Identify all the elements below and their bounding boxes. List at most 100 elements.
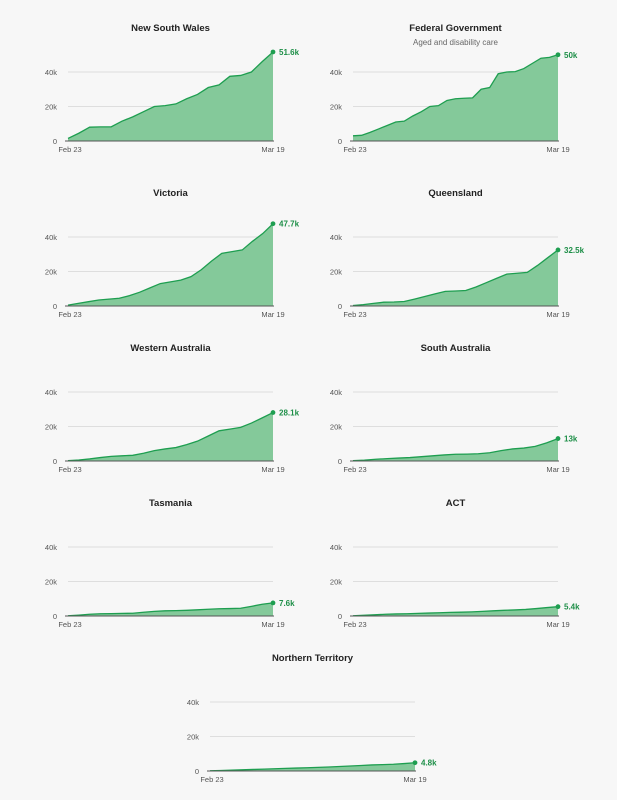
end-point <box>270 410 276 415</box>
end-value-label: 47.7k <box>279 220 300 229</box>
y-tick-label: 40k <box>330 233 342 242</box>
y-tick-label: 20k <box>330 423 342 432</box>
end-value-label: 5.4k <box>564 603 580 612</box>
x-tick-label: Feb 23 <box>200 775 223 784</box>
x-tick-label: Feb 23 <box>343 310 366 319</box>
y-tick-label: 40k <box>187 698 199 707</box>
area-series <box>353 606 558 616</box>
area-chart: New South Wales 0 20k 40k Feb 23 Mar 19 51.6k <box>45 23 300 154</box>
area-series <box>68 51 273 141</box>
area-chart: Queensland 0 20k 40k Feb 23 Mar 19 32.5k <box>330 188 585 319</box>
chart-panel: Northern Territory 0 20k 40k Feb 23 Mar 19 4.8… <box>172 630 437 795</box>
area-series <box>68 602 273 616</box>
end-value-label: 50k <box>564 51 578 60</box>
x-tick-label: Mar 19 <box>261 465 284 474</box>
area-series <box>68 223 273 306</box>
y-tick-label: 40k <box>330 388 342 397</box>
y-tick-label: 0 <box>53 137 57 146</box>
x-tick-label: Feb 23 <box>58 310 81 319</box>
end-value-label: 13k <box>564 435 578 444</box>
chart-title: Victoria <box>153 188 188 199</box>
area-series <box>353 54 558 141</box>
y-tick-label: 0 <box>338 137 342 146</box>
x-tick-label: Mar 19 <box>546 310 569 319</box>
end-point <box>412 760 418 766</box>
y-tick-label: 20k <box>330 103 342 112</box>
end-point <box>555 52 561 58</box>
chart-panel: Tasmania 0 20k 40k Feb 23 Mar 19 7.6k <box>30 475 295 640</box>
x-tick-label: Feb 23 <box>58 145 81 154</box>
x-tick-label: Mar 19 <box>261 145 284 154</box>
end-point <box>270 221 276 227</box>
x-tick-label: Feb 23 <box>58 465 81 474</box>
series-line <box>67 602 274 617</box>
y-tick-label: 40k <box>330 543 342 552</box>
y-tick-label: 0 <box>338 457 342 466</box>
series-line <box>352 249 559 307</box>
chart-panel: South Australia 0 20k 40k Feb 23 Mar 19 13k <box>315 320 578 485</box>
x-tick-label: Feb 23 <box>343 620 366 629</box>
series-line <box>352 54 559 137</box>
end-point <box>270 600 276 606</box>
y-tick-label: 0 <box>53 302 57 311</box>
area-chart: Western Australia 0 20k 40k Feb 23 Mar 19 28.1… <box>45 343 300 474</box>
chart-panel: Federal Government Aged and disability ca… <box>315 0 578 165</box>
area-series <box>353 249 558 306</box>
area-chart: Tasmania 0 20k 40k Feb 23 Mar 19 7.6k <box>45 498 295 629</box>
x-tick-label: Feb 23 <box>343 145 366 154</box>
chart-panel: ACT 0 20k 40k Feb 23 Mar 19 5.4k <box>315 475 580 640</box>
x-tick-label: Mar 19 <box>546 465 569 474</box>
chart-panel: Western Australia 0 20k 40k Feb 23 Mar 19 28.1… <box>30 320 300 485</box>
chart-title: ACT <box>446 498 466 509</box>
y-tick-label: 40k <box>45 388 57 397</box>
y-tick-label: 0 <box>53 457 57 466</box>
series-line <box>209 762 416 772</box>
series-line <box>352 437 559 462</box>
area-chart: ACT 0 20k 40k Feb 23 Mar 19 5.4k <box>330 498 580 629</box>
y-tick-label: 20k <box>45 268 57 277</box>
chart-title: South Australia <box>421 343 492 354</box>
end-value-label: 28.1k <box>279 409 300 418</box>
y-tick-label: 20k <box>187 733 199 742</box>
chart-panel: New South Wales 0 20k 40k Feb 23 Mar 19 51.6k <box>30 0 300 165</box>
x-tick-label: Mar 19 <box>261 310 284 319</box>
y-tick-label: 20k <box>45 578 57 587</box>
y-tick-label: 0 <box>338 302 342 311</box>
x-tick-label: Mar 19 <box>261 620 284 629</box>
chart-title: Western Australia <box>130 343 211 354</box>
chart-title: Northern Territory <box>272 653 354 664</box>
y-tick-label: 20k <box>330 268 342 277</box>
end-value-label: 7.6k <box>279 599 295 608</box>
y-tick-label: 40k <box>45 233 57 242</box>
chart-title: Queensland <box>428 188 483 199</box>
chart-title: Tasmania <box>149 498 193 509</box>
y-tick-label: 0 <box>195 767 199 776</box>
series-line <box>67 223 274 306</box>
area-chart: South Australia 0 20k 40k Feb 23 Mar 19 13k <box>330 343 578 474</box>
y-tick-label: 40k <box>45 543 57 552</box>
end-value-label: 51.6k <box>279 48 300 57</box>
area-series <box>210 762 415 771</box>
chart-title: New South Wales <box>131 23 210 34</box>
y-tick-label: 40k <box>330 68 342 77</box>
x-tick-label: Feb 23 <box>343 465 366 474</box>
series-line <box>352 606 559 617</box>
end-value-label: 32.5k <box>564 246 585 255</box>
end-point <box>270 49 276 55</box>
area-series <box>353 438 558 461</box>
y-tick-label: 0 <box>53 612 57 621</box>
end-point <box>555 247 561 253</box>
end-value-label: 4.8k <box>421 759 437 768</box>
area-chart: Northern Territory 0 20k 40k Feb 23 Mar 19 4.8… <box>187 653 437 784</box>
y-tick-label: 20k <box>45 103 57 112</box>
series-line <box>67 51 274 139</box>
x-tick-label: Mar 19 <box>546 145 569 154</box>
chart-subtitle: Aged and disability care <box>413 38 498 47</box>
end-point <box>555 604 561 610</box>
y-tick-label: 40k <box>45 68 57 77</box>
x-tick-label: Mar 19 <box>546 620 569 629</box>
area-series <box>68 412 273 461</box>
chart-panel: Queensland 0 20k 40k Feb 23 Mar 19 32.5k <box>315 165 585 330</box>
area-chart: Victoria 0 20k 40k Feb 23 Mar 19 47.7k <box>45 188 300 319</box>
